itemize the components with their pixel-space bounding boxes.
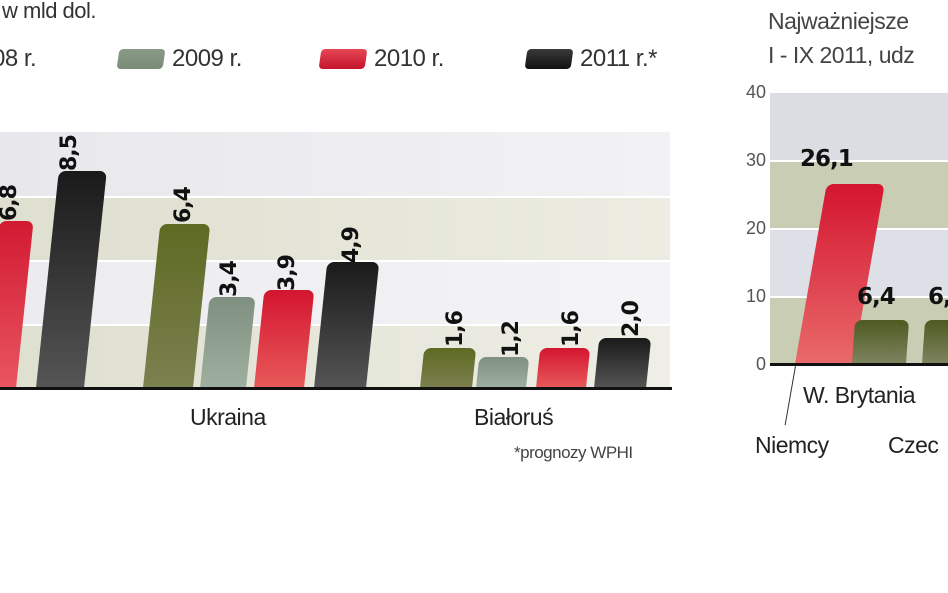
legend-label: 08 r.	[0, 45, 37, 72]
bar-bialorus-2008	[420, 348, 477, 388]
gridline	[0, 260, 670, 262]
legend-label: 2011 r.*	[580, 45, 657, 72]
y-tick: 30	[745, 150, 766, 170]
bar-value: 4,9	[339, 227, 364, 263]
category-label-bialorus: Białoruś	[474, 404, 554, 430]
bar-value-niemcy: 26,1	[800, 146, 854, 172]
bar-ukraina-2009	[200, 297, 256, 388]
band	[0, 132, 670, 197]
legend-swatch	[524, 49, 574, 69]
bar-value: 8,5	[57, 135, 82, 171]
bar-ukraina-2010	[254, 290, 315, 388]
bar-w-brytania	[852, 320, 910, 364]
bar-value: 2,0	[619, 301, 644, 337]
bar-value: 6,4	[171, 187, 196, 223]
bar-value: 3,4	[217, 261, 242, 297]
legend-item-2009: 2009 r.	[116, 44, 242, 74]
legend-swatch	[318, 49, 368, 69]
bar-bialorus-2009	[476, 357, 530, 388]
band	[0, 197, 670, 261]
legend-item-2011: 2011 r.*	[524, 44, 657, 74]
unit-label: w mld dol.	[2, 0, 97, 23]
x-axis	[0, 387, 672, 390]
gridline	[0, 196, 670, 198]
right-chart-title-line2: I - IX 2011, udz	[768, 42, 915, 68]
gridline	[770, 160, 948, 162]
band	[770, 93, 948, 161]
legend-label: 2009 r.	[172, 45, 242, 72]
bar-value: 1,6	[559, 311, 584, 347]
y-tick: 20	[745, 218, 766, 238]
bar-czechy	[922, 320, 948, 364]
category-label-w-brytania: W. Brytania	[803, 382, 916, 408]
bar-value: 1,6	[443, 311, 468, 347]
legend-label: 2010 r.	[374, 45, 444, 72]
bar-value-w-brytania: 6,4	[857, 284, 896, 310]
legend-swatch	[116, 49, 166, 69]
footnote: *prognozy WPHI	[514, 443, 633, 462]
category-label-ukraina: Ukraina	[190, 404, 266, 430]
y-tick: 0	[755, 354, 766, 374]
bar-value: 1,2	[499, 321, 524, 357]
bar-value: 3,9	[275, 255, 300, 291]
x-axis-right	[770, 363, 948, 366]
legend-item-2010: 2010 r.	[318, 44, 444, 74]
category-label-niemcy: Niemcy	[755, 432, 829, 458]
bar-value: 6,8	[0, 185, 22, 221]
bar-bialorus-2011	[594, 338, 652, 388]
y-tick: 40	[745, 82, 766, 102]
legend-item-2008: 08 r.	[0, 44, 37, 74]
category-label-czechy: Czec	[888, 432, 939, 458]
bar-bialorus-2010	[536, 348, 591, 388]
leader-line	[784, 366, 796, 426]
right-chart-title-line1: Najważniejsze	[768, 8, 909, 34]
y-tick: 10	[745, 286, 766, 306]
bar-value-czechy: 6,	[928, 284, 948, 310]
